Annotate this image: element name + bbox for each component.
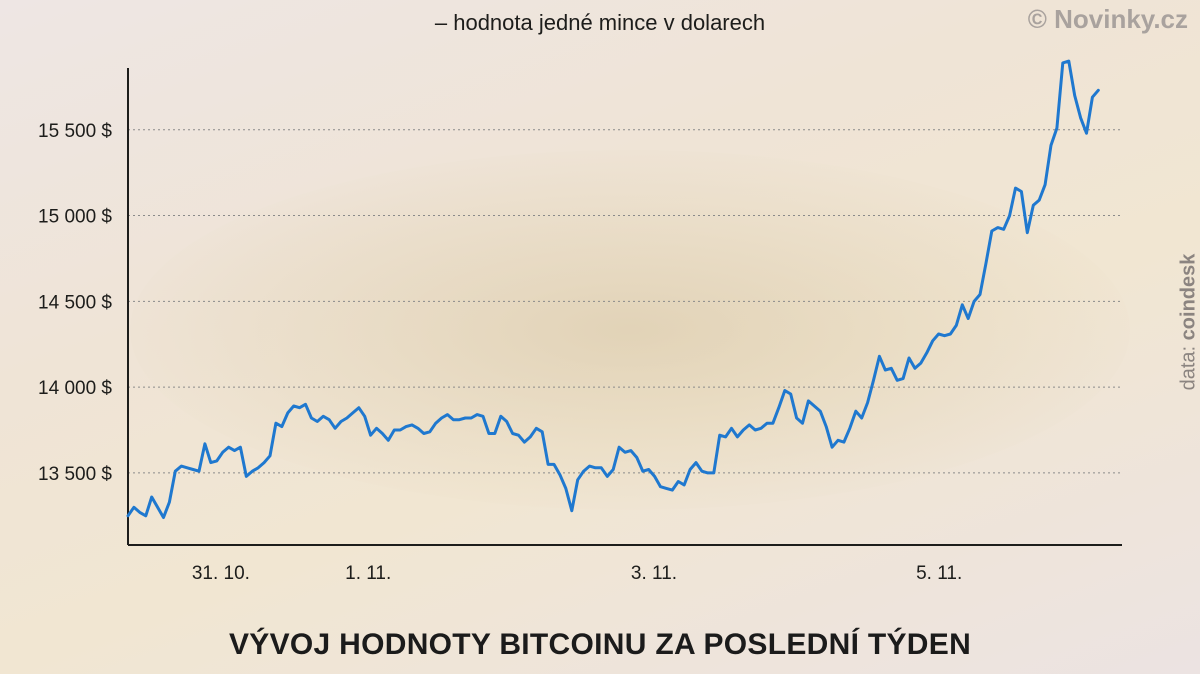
novinky-watermark: © Novinky.cz	[1027, 4, 1188, 34]
x-tick-label: 1. 11.	[345, 563, 391, 584]
y-axis-ticks: 13 500 $ 14 000 $ 14 500 $ 15 000 $ 15 500 $	[38, 121, 112, 485]
y-tick-label: 15 500 $	[38, 121, 112, 142]
x-axis-ticks: 31. 10. 1. 11. 3. 11. 5. 11.	[192, 563, 962, 584]
grid-lines	[128, 129, 1122, 474]
chart-title: VÝVOJ HODNOTY BITCOINU ZA POSLEDNÍ TÝDEN	[228, 628, 972, 661]
x-tick-label: 3. 11.	[631, 563, 677, 584]
bitcoin-price-line	[126, 59, 1100, 519]
y-tick-label: 14 000 $	[38, 378, 112, 399]
chart-subtitle: – hodnota jedné mince v dolarech	[434, 10, 766, 35]
y-tick-label: 13 500 $	[38, 464, 112, 485]
x-tick-label: 31. 10.	[192, 563, 250, 584]
y-tick-label: 14 500 $	[38, 292, 112, 313]
y-tick-label: 15 000 $	[38, 207, 112, 228]
x-tick-label: 5. 11.	[916, 563, 962, 584]
